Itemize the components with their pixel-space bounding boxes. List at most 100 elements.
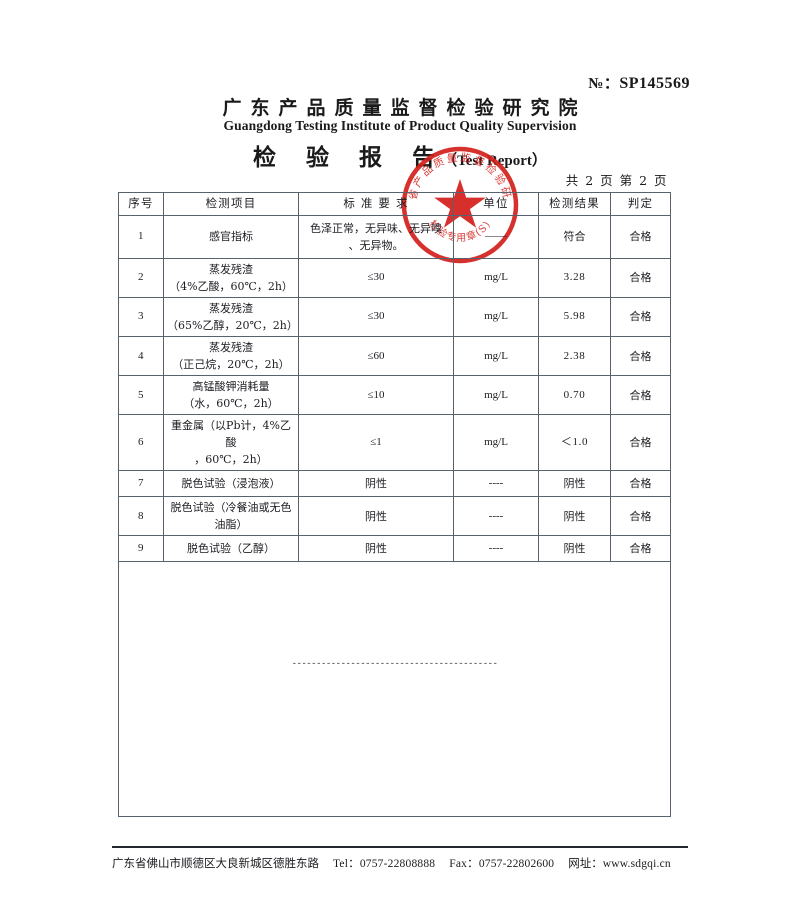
- cell-result: ＜1.0: [538, 414, 611, 472]
- table-row: 2 蒸发残渣 （4%乙酸，60℃，2h） ≤30 mg/L 3.28 合格: [118, 257, 671, 298]
- cell-item: 感官指标: [163, 214, 299, 259]
- cell-item-line1: 蒸发残渣: [209, 341, 253, 354]
- cell-no: 8: [118, 496, 164, 537]
- cell-result: 符合: [538, 214, 611, 259]
- cell-verdict: 合格: [610, 496, 671, 537]
- cell-no: 1: [118, 214, 164, 259]
- cell-unit: ----: [453, 496, 539, 537]
- cell-standard: 阴性: [298, 535, 454, 563]
- table-row: 8 脱色试验（冷餐油或无色 油脂） 阴性 ---- 阴性 合格: [118, 496, 671, 537]
- table-row: 4 蒸发残渣 （正己烷，20℃，2h） ≤60 mg/L 2.38 合格: [118, 335, 671, 377]
- cell-standard: ≤30: [298, 296, 454, 338]
- cell-standard: 阴性: [298, 496, 454, 537]
- cell-unit: ----: [453, 535, 539, 563]
- cell-item-line1: 脱色试验（冷餐油或无色: [170, 501, 292, 515]
- cell-result: 0.70: [538, 375, 611, 416]
- cell-unit: mg/L: [453, 257, 539, 298]
- cell-standard: 色泽正常，无异味、无异嗅 、无异物。: [298, 214, 454, 259]
- page-count: 共 2 页 第 2 页: [565, 173, 668, 188]
- report-number-value: SP145569: [619, 75, 690, 92]
- footer-fax: Fax：0757-22802600: [449, 858, 555, 870]
- col-header-item: 检测项目: [163, 192, 299, 216]
- cell-item-line1: 高锰酸钾消耗量: [192, 380, 270, 394]
- table-row: 9 脱色试验（乙醇） 阴性 ---- 阴性 合格: [118, 535, 671, 563]
- table-row: 5 高锰酸钾消耗量 （水，60℃，2h） ≤10 mg/L 0.70 合格: [118, 375, 671, 416]
- table-row: 1 感官指标 色泽正常，无异味、无异嗅 、无异物。 —— 符合 合格: [118, 214, 671, 259]
- cell-item: 重金属（以Pb计，4%乙酸 ，60℃，2h）: [163, 414, 299, 472]
- report-end-area: ----------------------------------------…: [118, 561, 671, 818]
- cell-item-line2: （正己烷，20℃，2h）: [172, 358, 290, 372]
- cell-standard: ≤60: [298, 335, 454, 377]
- cell-verdict: 合格: [610, 375, 671, 416]
- organization-name-cn: 广东产品质量监督检验研究院: [222, 97, 587, 119]
- cell-verdict: 合格: [610, 214, 671, 259]
- cell-verdict: 合格: [610, 470, 671, 498]
- test-results-table: 序号 检测项目 标 准 要 求 单位 检测结果 判定 1 感官指标 色泽正常，无…: [118, 192, 671, 818]
- cell-item: 蒸发残渣 （4%乙酸，60℃，2h）: [163, 257, 299, 298]
- cell-result: 5.98: [538, 296, 611, 338]
- cell-item: 蒸发残渣 （正己烷，20℃，2h）: [163, 335, 299, 377]
- cell-result: 3.28: [538, 257, 611, 298]
- cell-verdict: 合格: [610, 257, 671, 298]
- footer-divider: [112, 846, 688, 848]
- cell-item: 蒸发残渣 （65%乙醇，20℃，2h）: [163, 296, 299, 338]
- cell-result: 阴性: [538, 470, 611, 498]
- end-of-report-dashes: ----------------------------------------…: [291, 659, 498, 670]
- table-row: 7 脱色试验（浸泡液） 阴性 ---- 阴性 合格: [118, 470, 671, 498]
- table-row: 6 重金属（以Pb计，4%乙酸 ，60℃，2h） ≤1 mg/L ＜1.0 合格: [118, 414, 671, 472]
- organization-name-en: Guangdong Testing Institute of Product Q…: [223, 118, 577, 133]
- table-row: 3 蒸发残渣 （65%乙醇，20℃，2h） ≤30 mg/L 5.98 合格: [118, 296, 671, 338]
- table-header-row: 序号 检测项目 标 准 要 求 单位 检测结果 判定: [118, 192, 671, 216]
- footer-contact: 广东省佛山市顺德区大良新城区德胜东路 Tel：0757-22808888 Fax：0…: [112, 855, 712, 871]
- cell-unit: mg/L: [453, 414, 539, 472]
- cell-item-line2: （4%乙酸，60℃，2h）: [169, 279, 293, 293]
- cell-standard: ≤30: [298, 257, 454, 298]
- document-title-en: （Test Report）: [442, 153, 547, 169]
- cell-no: 7: [118, 470, 164, 498]
- report-number: №：SP145569: [0, 72, 690, 93]
- cell-item-line1: 蒸发残渣: [209, 262, 253, 276]
- cell-item-line1: 重金属（以Pb计，4%乙酸: [171, 419, 291, 450]
- cell-unit: mg/L: [453, 375, 539, 416]
- cell-item: 脱色试验（乙醇）: [163, 535, 299, 563]
- cell-verdict: 合格: [610, 335, 671, 377]
- footer-website: www.sdgqi.cn: [602, 858, 671, 870]
- cell-standard: 阴性: [298, 470, 454, 498]
- cell-no: 3: [118, 296, 164, 338]
- cell-result: 阴性: [538, 496, 611, 537]
- cell-verdict: 合格: [610, 535, 671, 563]
- cell-unit: ----: [453, 470, 539, 498]
- cell-result: 2.38: [538, 335, 611, 377]
- cell-item: 脱色试验（冷餐油或无色 油脂）: [163, 496, 299, 537]
- cell-unit: mg/L: [453, 335, 539, 377]
- document-title-cn: 检 验 报 告: [253, 144, 447, 171]
- cell-standard: ≤10: [298, 375, 454, 416]
- col-header-verdict: 判定: [610, 192, 671, 216]
- footer-website-label: 网址：: [568, 856, 603, 870]
- cell-no: 9: [118, 535, 164, 563]
- cell-item: 高锰酸钾消耗量 （水，60℃，2h）: [163, 375, 299, 416]
- table-blank-row: ----------------------------------------…: [118, 561, 671, 818]
- col-header-no: 序号: [118, 192, 164, 216]
- footer-address: 广东省佛山市顺德区大良新城区德胜东路: [112, 856, 319, 870]
- document-title: 检 验 报 告（Test Report）: [0, 138, 800, 172]
- col-header-result: 检测结果: [538, 192, 611, 216]
- cell-item-line2: ，60℃，2h）: [194, 453, 268, 467]
- cell-item: 脱色试验（浸泡液）: [163, 470, 299, 498]
- cell-no: 5: [118, 375, 164, 416]
- cell-item-line2: （水，60℃，2h）: [183, 397, 279, 411]
- cell-verdict: 合格: [610, 296, 671, 338]
- cell-item-line2: （65%乙醇，20℃，2h）: [167, 318, 298, 332]
- report-number-label: №：: [588, 76, 620, 92]
- cell-item-line1: 蒸发残渣: [209, 301, 253, 315]
- cell-unit: ——: [453, 214, 539, 259]
- col-header-unit: 单位: [453, 192, 539, 216]
- cell-result: 阴性: [538, 535, 611, 563]
- cell-verdict: 合格: [610, 414, 671, 472]
- cell-item-line2: 油脂）: [214, 518, 248, 532]
- col-header-standard: 标 准 要 求: [298, 192, 454, 216]
- cell-standard: ≤1: [298, 414, 454, 472]
- cell-unit: mg/L: [453, 296, 539, 338]
- cell-no: 2: [118, 257, 164, 298]
